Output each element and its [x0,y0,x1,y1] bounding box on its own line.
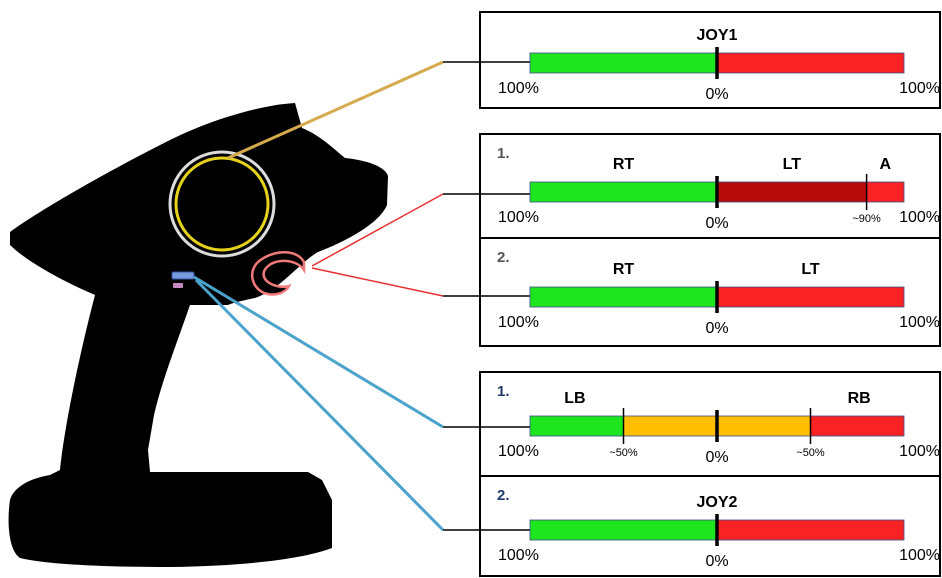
button-pink [173,283,183,288]
scale-label: 100% [498,547,539,564]
leader-lines [193,60,445,532]
bar-segment-red [866,181,905,203]
bar-segment-green [529,286,718,308]
scale-label: 100% [899,547,940,564]
scale-label: 0% [705,553,728,570]
top-label: JOY1 [697,27,738,44]
scale-label: 0% [705,320,728,337]
top-label: LT [783,156,802,173]
trigger-leader-1 [311,193,444,267]
section-number: 2. [497,487,510,504]
section-number: 2. [497,249,510,266]
scale-label: 100% [498,314,539,331]
mapping-panels: JOY1 100% 0% 100% 1. RT LT A 100% 0% ~90% 100% 2. RT L… [443,11,941,577]
section-number: 1. [497,145,510,162]
top-label: RB [848,390,871,407]
section-number: 1. [497,383,510,400]
controller-body [8,103,389,567]
button-blue [171,271,195,280]
scale-label: ~90% [852,213,881,225]
panel-triggers-mode1: 1. RT LT A 100% 0% ~90% 100% [443,133,941,239]
bar-segment-green [529,415,624,437]
scale-label: 100% [498,443,539,460]
controller-illustration [8,103,389,567]
bar-segment-green [529,52,718,74]
button-leader-1 [193,275,444,429]
top-label: LB [564,390,585,407]
bar-segment-green [529,181,718,203]
scale-label: ~50% [609,447,638,459]
top-label: A [880,156,892,173]
scale-label: 0% [705,449,728,466]
top-label: JOY2 [697,494,738,511]
scale-label: 0% [705,215,728,232]
trigger [250,251,306,296]
top-label: LT [801,261,820,278]
bar-segment-red [810,415,905,437]
panel-buttons-mode1: 1. LB RB 100% ~50% 0% ~50% 100% [443,371,941,477]
scale-label: 100% [899,314,940,331]
trigger-leader-2 [311,267,444,297]
bar-segment-dark_red [716,181,868,203]
panel-triggers-mode2: 2. RT LT 100% 0% 100% [443,237,941,347]
joystick-knob [168,150,276,258]
bar-segment-red [716,519,905,541]
joystick-leader [227,60,444,160]
top-label: RT [613,261,635,278]
scale-label: 100% [899,209,940,226]
top-label: RT [613,156,635,173]
scale-label: ~50% [796,447,825,459]
scale-label: 100% [498,209,539,226]
bar-segment-green [529,519,718,541]
scale-label: 100% [899,443,940,460]
scale-label: 100% [899,80,940,97]
button-leader-2 [194,278,445,532]
scale-label: 100% [498,80,539,97]
panel-joy1: JOY1 100% 0% 100% [443,11,941,109]
scale-label: 0% [705,86,728,103]
bar-segment-red [716,52,905,74]
panel-buttons-mode2: 2. JOY2 100% 0% 100% [443,475,941,577]
bar-segment-red [716,286,905,308]
